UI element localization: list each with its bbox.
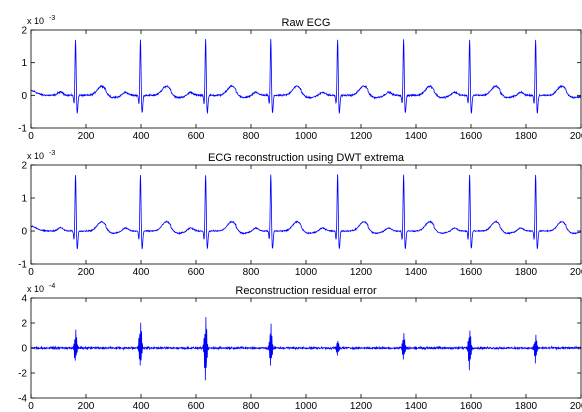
x-tick-label: 2000	[570, 401, 582, 412]
x-tick-label: 1000	[295, 131, 318, 142]
y-multiplier: x 10	[27, 16, 44, 26]
x-tick-label: 1400	[405, 131, 428, 142]
chart-title: Reconstruction residual error	[235, 285, 377, 297]
y-tick-label: 2	[21, 161, 27, 172]
axes-box	[30, 29, 582, 129]
y-tick-label: -1	[18, 124, 27, 135]
x-tick-label: 1000	[295, 267, 318, 278]
y-tick-label: 4	[21, 294, 27, 305]
x-tick-label: 1800	[515, 401, 538, 412]
y-tick-label: 1	[21, 58, 27, 69]
x-tick-label: 1000	[295, 401, 318, 412]
chart-title: Raw ECG	[282, 17, 331, 29]
y-tick-label: 2	[21, 26, 27, 37]
x-tick-label: 0	[28, 267, 34, 278]
y-tick-label: -2	[18, 369, 27, 380]
chart-title: ECG reconstruction using DWT extrema	[208, 152, 405, 164]
x-tick-label: 400	[133, 401, 150, 412]
x-tick-label: 200	[78, 401, 95, 412]
x-tick-label: 1800	[515, 131, 538, 142]
series-line-2	[30, 174, 582, 250]
y-exponent: -4	[49, 283, 55, 290]
x-tick-label: 0	[28, 401, 34, 412]
y-tick-label: 2	[21, 319, 27, 330]
x-tick-label: 600	[188, 131, 205, 142]
x-tick-label: 1600	[460, 401, 483, 412]
x-tick-label: 1400	[405, 267, 428, 278]
subplot-2: 0200400600800100012001400160018002000-10…	[18, 150, 582, 278]
series-line-3	[30, 317, 582, 381]
y-multiplier: x 10	[27, 284, 44, 294]
x-tick-label: 1600	[460, 267, 483, 278]
y-tick-label: 0	[21, 91, 27, 102]
x-tick-label: 400	[133, 131, 150, 142]
y-tick-label: -4	[18, 394, 27, 405]
x-tick-label: 600	[188, 401, 205, 412]
subplot-1: 0200400600800100012001400160018002000-10…	[18, 15, 582, 142]
x-tick-label: 800	[243, 401, 260, 412]
x-tick-label: 400	[133, 267, 150, 278]
x-tick-label: 1200	[350, 131, 373, 142]
x-tick-label: 1400	[405, 401, 428, 412]
x-tick-label: 2000	[570, 267, 582, 278]
axes-box	[30, 164, 582, 265]
y-tick-label: 0	[21, 227, 27, 238]
x-tick-label: 200	[78, 267, 95, 278]
y-tick-label: 1	[21, 194, 27, 205]
x-tick-label: 200	[78, 131, 95, 142]
x-tick-label: 1600	[460, 131, 483, 142]
y-tick-label: -1	[18, 260, 27, 271]
x-tick-label: 600	[188, 267, 205, 278]
subplot-3: 0 200 400 600 800 1000 1200 1400 1600 1800 2000 -4 -…	[18, 283, 582, 412]
x-tick-label: 2000	[570, 131, 582, 142]
y-multiplier: x 10	[27, 151, 44, 161]
x-tick-label: 1800	[515, 267, 538, 278]
series-line-1	[30, 39, 582, 115]
x-tick-label: 1200	[350, 401, 373, 412]
y-exponent: -3	[49, 150, 55, 157]
y-tick-label: 0	[21, 344, 27, 355]
x-tick-label: 1200	[350, 267, 373, 278]
x-tick-label: 800	[243, 131, 260, 142]
x-tick-label: 800	[243, 267, 260, 278]
x-tick-label: 0	[28, 131, 34, 142]
y-exponent: -3	[49, 15, 55, 22]
